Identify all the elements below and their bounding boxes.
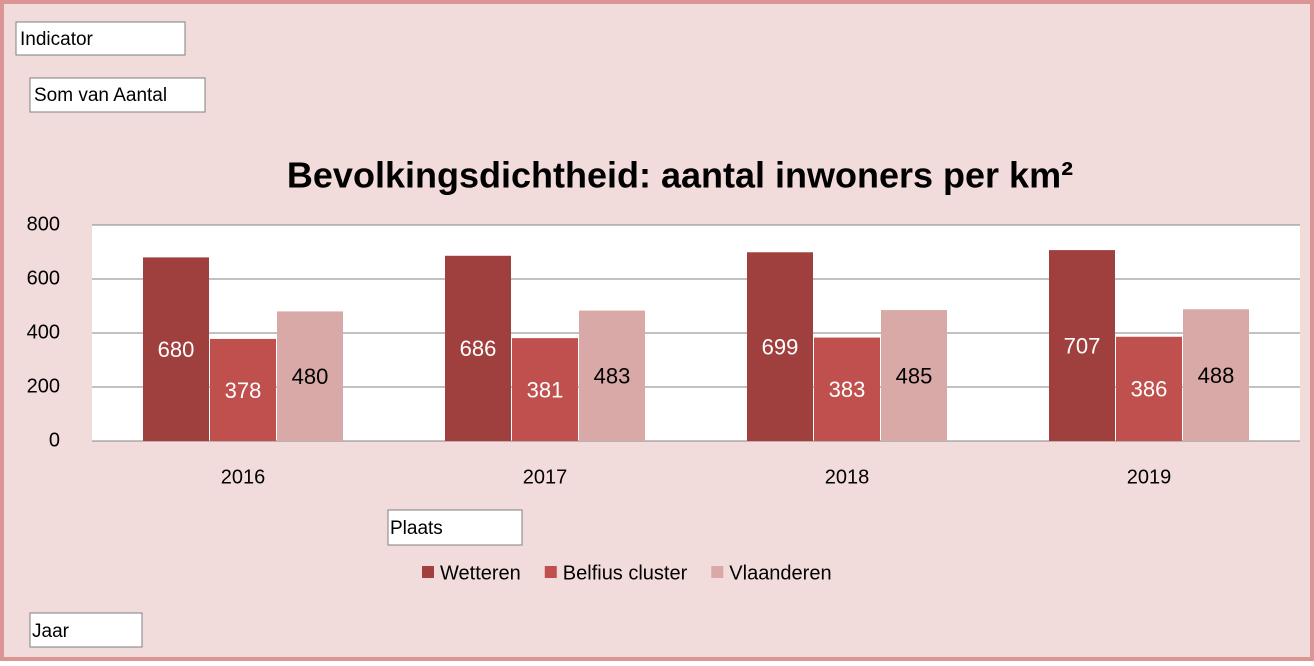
data-label: 383 — [829, 377, 866, 402]
filter-field: Indicator — [20, 29, 94, 50]
legend-label: Vlaanderen — [729, 562, 831, 584]
bar — [881, 310, 947, 441]
x-tick-label: 2017 — [523, 466, 568, 488]
legend-field-button[interactable] — [387, 509, 523, 546]
values-button[interactable] — [29, 77, 206, 113]
bar — [445, 255, 511, 441]
axis-field-button[interactable] — [29, 612, 143, 648]
data-label: 480 — [292, 364, 329, 389]
y-tick-label: 0 — [49, 429, 60, 451]
legend-label: Belfius cluster — [563, 562, 688, 584]
bar — [210, 338, 276, 441]
data-label: 699 — [762, 334, 799, 359]
data-label: 485 — [896, 363, 933, 388]
bar — [747, 252, 813, 441]
data-label: 707 — [1064, 333, 1101, 358]
bar — [579, 310, 645, 441]
legend-swatch — [544, 566, 557, 578]
bar — [1049, 250, 1115, 441]
filter-button[interactable] — [15, 21, 186, 56]
values-field: Som van Aantal — [34, 85, 167, 106]
data-label: 488 — [1198, 363, 1235, 388]
x-tick-label: 2016 — [221, 466, 266, 488]
data-label: 686 — [460, 336, 497, 361]
chart-title: Bevolkingsdichtheid: aantal inwoners per… — [287, 155, 1073, 196]
y-tick-label: 200 — [27, 375, 60, 397]
data-label: 378 — [225, 378, 262, 403]
bar — [277, 311, 343, 441]
data-label: 386 — [1131, 377, 1168, 402]
legend-field: Plaats — [390, 518, 443, 539]
bar — [143, 257, 209, 441]
bar — [1116, 336, 1182, 441]
data-label: 483 — [594, 364, 631, 389]
bar — [512, 338, 578, 441]
bar — [814, 337, 880, 441]
y-tick-label: 800 — [27, 213, 60, 235]
y-tick-label: 400 — [27, 321, 60, 343]
data-label: 381 — [527, 377, 564, 402]
legend-swatch — [711, 566, 724, 578]
bar — [1183, 309, 1249, 441]
legend-swatch — [422, 566, 434, 578]
axis-field: Jaar — [32, 621, 70, 642]
data-label: 680 — [158, 337, 195, 362]
legend-label: Wetteren — [440, 562, 521, 584]
y-tick-label: 600 — [27, 267, 60, 289]
x-tick-label: 2018 — [825, 466, 870, 488]
x-tick-label: 2019 — [1127, 466, 1172, 488]
